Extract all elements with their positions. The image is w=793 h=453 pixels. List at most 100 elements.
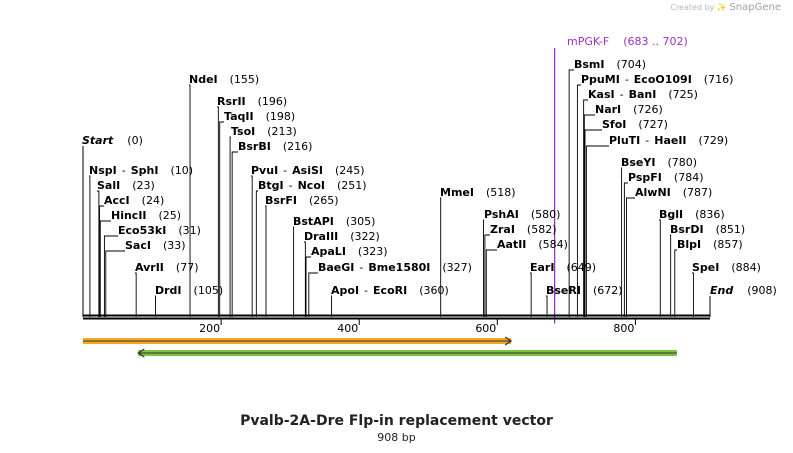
site-position: (851) — [716, 223, 746, 236]
site-label-apoi[interactable]: ApoI - EcoRI (360) — [331, 284, 449, 297]
site-position: (322) — [350, 230, 380, 243]
site-label-bsrdi[interactable]: BsrDI (851) — [670, 223, 745, 236]
cut-line-taqii — [219, 121, 224, 317]
site-position: (780) — [667, 156, 697, 169]
cut-line-draiii — [304, 241, 306, 317]
site-label-tsoi[interactable]: TsoI (213) — [231, 125, 297, 138]
watermark-brand: SnapGene — [729, 2, 781, 13]
primer-label[interactable]: mPGK-F (683 .. 702) — [567, 35, 688, 48]
cut-line-sfoi — [584, 129, 602, 317]
site-name: SacI — [125, 239, 151, 252]
site-label-drdi[interactable]: DrdI (105) — [155, 284, 223, 297]
ruler-tick-label: 600 — [475, 322, 496, 335]
site-alt-name: HaeII — [654, 134, 686, 147]
site-label-draiii[interactable]: DraIII (322) — [304, 230, 380, 243]
site-label-bsrfi[interactable]: BsrFI (265) — [265, 194, 339, 207]
site-position: (726) — [633, 103, 663, 116]
site-name: ApoI — [331, 284, 359, 297]
cut-line-ppumi — [576, 84, 581, 317]
site-label-bsrbi[interactable]: BsrBI (216) — [238, 140, 312, 153]
site-separator: - — [283, 164, 287, 177]
cut-line-bseri — [546, 295, 548, 317]
site-position: (857) — [713, 238, 743, 251]
site-label-mmei[interactable]: MmeI (518) — [440, 186, 516, 199]
site-label-hincii[interactable]: HincII (25) — [111, 209, 181, 222]
site-position: (251) — [337, 179, 367, 192]
site-label-zrai[interactable]: ZraI (582) — [490, 223, 557, 236]
site-position: (518) — [486, 186, 516, 199]
site-label-rsrii[interactable]: RsrII (196) — [217, 95, 287, 108]
site-position: (305) — [346, 215, 376, 228]
site-name: AccI — [104, 194, 130, 207]
site-label-sali[interactable]: SalI (23) — [97, 179, 155, 192]
site-label-saci[interactable]: SacI (33) — [125, 239, 186, 252]
cut-line-pluti — [585, 145, 609, 317]
site-label-spei[interactable]: SpeI (884) — [692, 261, 761, 274]
site-label-nspi[interactable]: NspI - SphI (10) — [89, 164, 193, 177]
site-label-alwni[interactable]: AlwNI (787) — [635, 186, 712, 199]
site-label-baegi[interactable]: BaeGI - Bme1580I (327) — [318, 261, 472, 274]
site-label-btgi[interactable]: BtgI - NcoI (251) — [258, 179, 367, 192]
watermark-prefix: Created by — [670, 3, 715, 12]
site-position: (582) — [527, 223, 557, 236]
site-name: BlpI — [677, 238, 701, 251]
site-name: AvrII — [135, 261, 164, 274]
cut-line-spei — [692, 272, 694, 317]
site-name: PspFI — [628, 171, 662, 184]
site-label-bseri[interactable]: BseRI (672) — [546, 284, 623, 297]
site-label-pluti[interactable]: PluTI - HaeII (729) — [609, 134, 728, 147]
site-name: DraIII — [304, 230, 338, 243]
site-position: (213) — [267, 125, 297, 138]
site-position: (198) — [266, 110, 296, 123]
site-label-pshai[interactable]: PshAI (580) — [484, 208, 560, 221]
site-label-pvui[interactable]: PvuI - AsiSI (245) — [251, 164, 365, 177]
site-position: (105) — [194, 284, 224, 297]
site-label-pspfi[interactable]: PspFI (784) — [628, 171, 704, 184]
site-label-apali[interactable]: ApaLI (323) — [311, 245, 388, 258]
site-label-ndei[interactable]: NdeI (155) — [189, 73, 259, 86]
site-position: (787) — [683, 186, 713, 199]
site-label-bsmi[interactable]: BsmI (704) — [574, 58, 646, 71]
site-label-bstapi[interactable]: BstAPI (305) — [293, 215, 375, 228]
site-name: ApaLI — [311, 245, 346, 258]
site-label-blpi[interactable]: BlpI (857) — [677, 238, 743, 251]
site-separator: - — [122, 164, 126, 177]
site-label-bseyi[interactable]: BseYI (780) — [621, 156, 697, 169]
site-label-eari[interactable]: EarI (649) — [530, 261, 596, 274]
site-name: NdeI — [189, 73, 218, 86]
site-position: (31) — [178, 224, 201, 237]
dna-backbone: 200 400 600 800 — [83, 314, 710, 335]
ruler-tick-label: 800 — [613, 322, 634, 335]
site-label-aatii[interactable]: AatII (584) — [497, 238, 568, 251]
site-label-bgli[interactable]: BglI (836) — [659, 208, 725, 221]
primer-name: mPGK-F — [567, 35, 609, 48]
site-label-avrii[interactable]: AvrII (77) — [135, 261, 199, 274]
site-name: TaqII — [224, 110, 254, 123]
ruler-tick-label: 200 — [199, 322, 220, 335]
site-position: (727) — [638, 118, 668, 131]
site-label-taqii[interactable]: TaqII (198) — [224, 110, 295, 123]
site-alt-name: BanI — [629, 88, 657, 101]
site-position: (245) — [335, 164, 365, 177]
site-name: ZraI — [490, 223, 515, 236]
site-name: RsrII — [217, 95, 246, 108]
site-name: SfoI — [602, 118, 626, 131]
site-alt-name: EcoRI — [373, 284, 407, 297]
site-label-acci[interactable]: AccI (24) — [104, 194, 164, 207]
site-label-ppumi[interactable]: PpuMI - EcoO109I (716) — [581, 73, 733, 86]
map-length: 908 bp — [377, 431, 416, 444]
end-name: End — [710, 284, 733, 297]
site-label-nari[interactable]: NarI (726) — [595, 103, 663, 116]
end-position: (908) — [747, 284, 777, 297]
cut-line-acci — [99, 205, 104, 317]
cut-line-sali — [97, 190, 100, 317]
site-label-eco53ki[interactable]: Eco53kI (31) — [118, 224, 201, 237]
site-name: MmeI — [440, 186, 474, 199]
cut-line-bsmi — [568, 69, 574, 317]
site-name: HincII — [111, 209, 147, 222]
cut-line-hincii — [99, 220, 111, 317]
site-label-sfoi[interactable]: SfoI (727) — [602, 118, 668, 131]
site-name: Eco53kI — [118, 224, 166, 237]
site-position: (672) — [593, 284, 623, 297]
site-label-kasi[interactable]: KasI - BanI (725) — [588, 88, 698, 101]
